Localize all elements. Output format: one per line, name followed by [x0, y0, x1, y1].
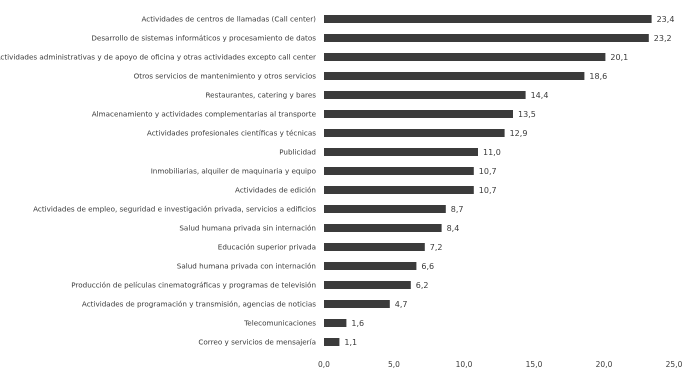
- bar: [324, 15, 652, 23]
- bar: [324, 262, 416, 270]
- data-label: 1,6: [351, 319, 364, 328]
- bar: [324, 53, 605, 61]
- category-label: Correo y servicios de mensajería: [198, 338, 316, 347]
- data-label: 8,7: [451, 205, 464, 214]
- data-label: 18,6: [589, 72, 607, 81]
- bar: [324, 281, 411, 289]
- data-label: 11,0: [483, 148, 501, 157]
- data-label: 1,1: [344, 338, 357, 347]
- bar: [324, 148, 478, 156]
- category-label: Producción de películas cinematográficas…: [71, 281, 316, 290]
- category-label: Restaurantes, catering y bares: [205, 91, 316, 100]
- data-label: 12,9: [510, 129, 528, 138]
- x-tick-label: 25,0: [666, 360, 682, 369]
- bar: [324, 243, 425, 251]
- category-label: Actividades profesionales científicas y …: [147, 129, 316, 138]
- bar: [324, 91, 526, 99]
- bar: [324, 186, 474, 194]
- category-label: Telecomunicaciones: [243, 319, 316, 328]
- bar: [324, 129, 505, 137]
- category-label: Otros servicios de mantenimiento y otros…: [134, 72, 317, 81]
- category-label: Inmobiliarias, alquiler de maquinaria y …: [151, 167, 316, 176]
- bar: [324, 34, 649, 42]
- category-label: Salud humana privada con internación: [177, 262, 316, 271]
- data-label: 14,4: [531, 91, 549, 100]
- bar: [324, 300, 390, 308]
- category-label: Publicidad: [279, 148, 316, 157]
- category-label: Actividades de empleo, seguridad e inves…: [33, 205, 316, 214]
- category-label: Almacenamiento y actividades complementa…: [92, 110, 317, 119]
- bar: [324, 338, 339, 346]
- data-label: 13,5: [518, 110, 536, 119]
- category-label: Actividades de centros de llamadas (Call…: [141, 15, 316, 24]
- data-label: 23,2: [654, 34, 672, 43]
- category-label: Actividades de edición: [235, 186, 316, 195]
- bar: [324, 72, 584, 80]
- data-label: 7,2: [430, 243, 443, 252]
- data-label: 10,7: [479, 167, 497, 176]
- bar: [324, 224, 442, 232]
- category-label: Actividades administrativas y de apoyo d…: [0, 53, 316, 62]
- data-label: 20,1: [610, 53, 628, 62]
- x-tick-label: 0,0: [318, 360, 330, 369]
- x-tick-label: 15,0: [526, 360, 543, 369]
- data-label: 10,7: [479, 186, 497, 195]
- bar: [324, 167, 474, 175]
- x-tick-label: 5,0: [388, 360, 400, 369]
- x-tick-label: 10,0: [456, 360, 473, 369]
- x-tick-label: 20,0: [596, 360, 613, 369]
- data-label: 8,4: [447, 224, 460, 233]
- data-label: 23,4: [657, 15, 675, 24]
- bar: [324, 110, 513, 118]
- category-label: Actividades de programación y transmisió…: [82, 300, 316, 309]
- category-label: Desarrollo de sistemas informáticos y pr…: [91, 34, 316, 43]
- bar: [324, 205, 446, 213]
- data-label: 4,7: [395, 300, 408, 309]
- data-label: 6,2: [416, 281, 429, 290]
- category-label: Salud humana privada sin internación: [179, 224, 316, 233]
- bar: [324, 319, 346, 327]
- category-label: Educación superior privada: [218, 243, 316, 252]
- data-label: 6,6: [421, 262, 434, 271]
